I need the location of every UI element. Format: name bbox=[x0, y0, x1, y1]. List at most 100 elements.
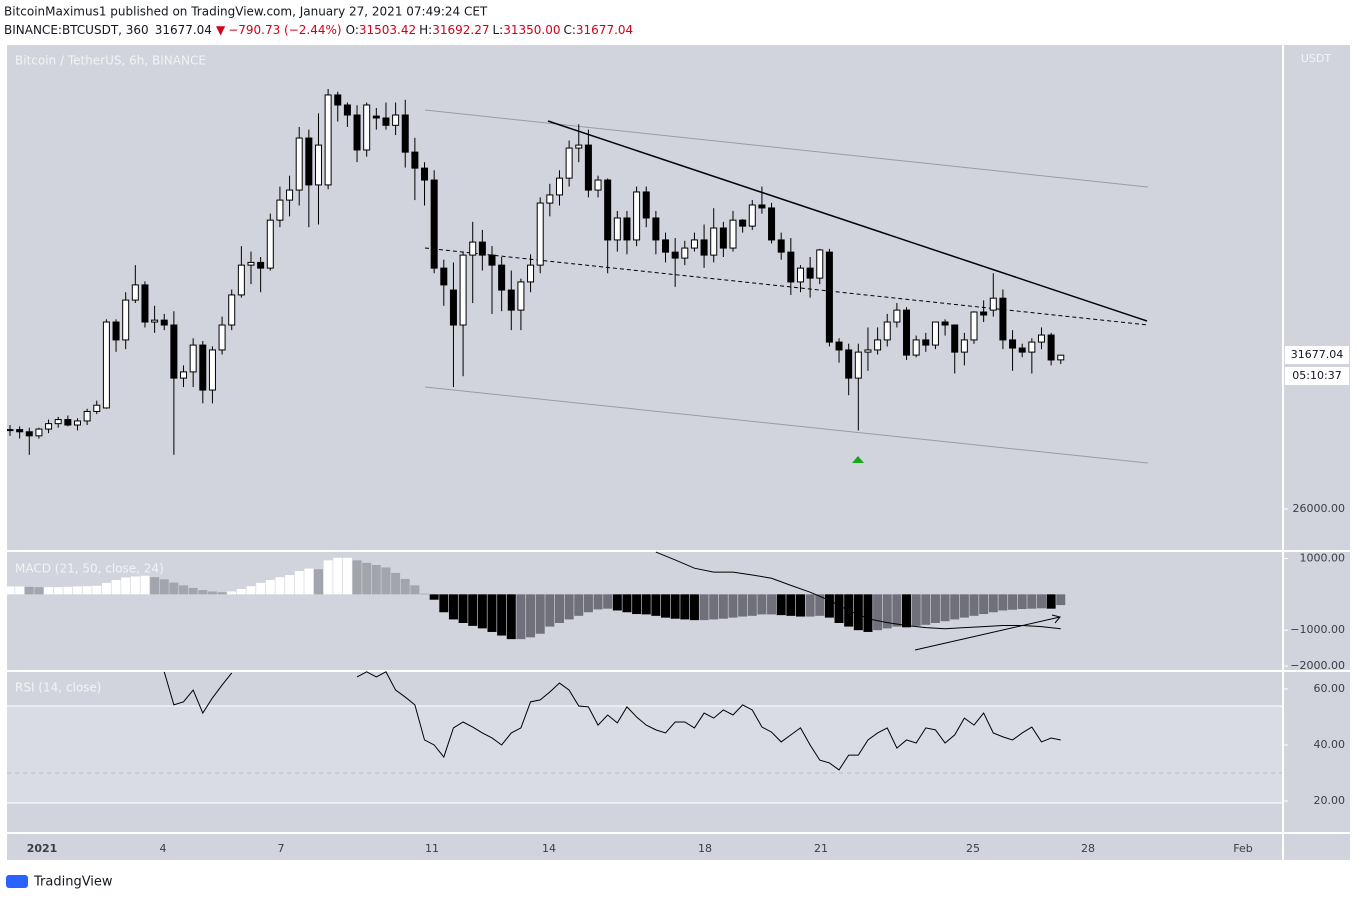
histogram-bar bbox=[342, 557, 352, 595]
price-pane-title: Bitcoin / TetherUS, 6h, BINANCE bbox=[15, 54, 206, 68]
candle-body bbox=[208, 349, 216, 391]
histogram-bar bbox=[130, 576, 140, 595]
histogram-bar bbox=[564, 594, 574, 620]
last-price-box bbox=[1285, 346, 1349, 364]
candle-body bbox=[102, 321, 110, 409]
high-value: 31692.27 bbox=[432, 23, 489, 37]
histogram-bar bbox=[853, 594, 863, 631]
candle-body bbox=[440, 267, 448, 286]
histogram-bar bbox=[661, 594, 671, 618]
candle-body bbox=[16, 429, 24, 433]
candle-body bbox=[796, 267, 804, 283]
x-tick-label: 18 bbox=[698, 842, 712, 855]
histogram-bar bbox=[902, 594, 912, 628]
histogram-bar bbox=[709, 594, 719, 620]
histogram-bar bbox=[477, 594, 487, 629]
low-label: L: bbox=[492, 23, 503, 37]
histogram-bar bbox=[651, 594, 661, 616]
histogram-bar bbox=[969, 594, 979, 616]
candle-body bbox=[623, 217, 631, 241]
candle-body bbox=[1047, 334, 1055, 361]
histogram-bar bbox=[921, 594, 931, 625]
histogram-bar bbox=[728, 594, 738, 618]
histogram-bar bbox=[420, 593, 430, 595]
candle-body bbox=[305, 137, 313, 186]
candle-body bbox=[45, 423, 53, 430]
change: −790.73 (−2.44%) bbox=[228, 23, 341, 37]
candle-body bbox=[662, 239, 670, 253]
histogram-bar bbox=[1056, 594, 1066, 606]
candle-body bbox=[690, 239, 698, 249]
x-tick-label: Feb bbox=[1233, 842, 1252, 855]
rsi-line bbox=[163, 671, 233, 715]
histogram-bar bbox=[1027, 594, 1037, 609]
histogram-bar bbox=[988, 594, 998, 613]
histogram-bar bbox=[198, 590, 208, 595]
candle-body bbox=[970, 311, 978, 341]
candle-body bbox=[170, 324, 178, 379]
histogram-bar bbox=[689, 594, 699, 621]
channel-upper-line bbox=[424, 109, 1149, 188]
histogram-bar bbox=[632, 594, 642, 615]
candle-body bbox=[1009, 339, 1017, 349]
channel-lower-line bbox=[424, 386, 1149, 464]
candle-body bbox=[922, 339, 930, 346]
histogram-bar bbox=[805, 594, 815, 617]
histogram-bar bbox=[554, 594, 564, 623]
candle-body bbox=[54, 419, 62, 425]
histogram-bar bbox=[959, 594, 969, 618]
histogram-bar bbox=[236, 588, 246, 595]
macd-line bbox=[655, 551, 1061, 630]
histogram-bar bbox=[757, 594, 767, 615]
histogram-bar bbox=[72, 586, 82, 595]
histogram-bar bbox=[246, 586, 256, 595]
histogram-bar bbox=[82, 586, 92, 595]
candle-body bbox=[719, 227, 727, 249]
histogram-bar bbox=[400, 578, 410, 595]
candle-body bbox=[710, 227, 718, 256]
tradingview-logo: TradingView bbox=[6, 875, 113, 890]
histogram-bar bbox=[169, 582, 179, 595]
macd-pane bbox=[7, 551, 1066, 651]
candle-body bbox=[141, 284, 149, 323]
countdown-box bbox=[1285, 367, 1349, 385]
y-tick-label: 1000.00 bbox=[1300, 552, 1346, 565]
candle-body bbox=[806, 267, 814, 279]
histogram-bar bbox=[217, 592, 227, 595]
histogram-bar bbox=[92, 585, 102, 595]
symbol: BINANCE:BTCUSDT, 360 bbox=[4, 23, 149, 37]
x-tick-label: 14 bbox=[542, 842, 556, 855]
histogram-bar bbox=[545, 594, 555, 627]
histogram-bar bbox=[786, 594, 796, 616]
candle-body bbox=[411, 151, 419, 169]
histogram-bar bbox=[612, 594, 622, 611]
x-tick-label: 21 bbox=[814, 842, 828, 855]
histogram-bar bbox=[439, 594, 449, 613]
candle-body bbox=[363, 104, 371, 151]
histogram-bar bbox=[275, 577, 285, 595]
candle-body bbox=[951, 324, 959, 353]
histogram-bar bbox=[767, 594, 777, 615]
candle-body bbox=[845, 349, 853, 379]
histogram-bar bbox=[795, 594, 805, 617]
candle-body bbox=[748, 204, 756, 227]
candle-body bbox=[700, 239, 708, 256]
histogram-bar bbox=[776, 594, 786, 616]
candle-body bbox=[25, 431, 33, 437]
histogram-bar bbox=[323, 560, 333, 595]
histogram-bar bbox=[516, 594, 526, 640]
candle-body bbox=[131, 284, 139, 301]
histogram-bar bbox=[882, 594, 892, 629]
histogram-bar bbox=[574, 594, 584, 616]
candle-body bbox=[517, 281, 525, 311]
candle-body bbox=[613, 217, 621, 241]
candle-body bbox=[652, 217, 660, 241]
histogram-bar bbox=[121, 577, 131, 595]
candle-body bbox=[565, 147, 573, 179]
rsi-line bbox=[356, 671, 1061, 771]
histogram-bar bbox=[950, 594, 960, 620]
candle-body bbox=[816, 249, 824, 279]
histogram-bar bbox=[111, 580, 121, 595]
candle-body bbox=[122, 299, 130, 341]
candle-body bbox=[459, 254, 467, 326]
